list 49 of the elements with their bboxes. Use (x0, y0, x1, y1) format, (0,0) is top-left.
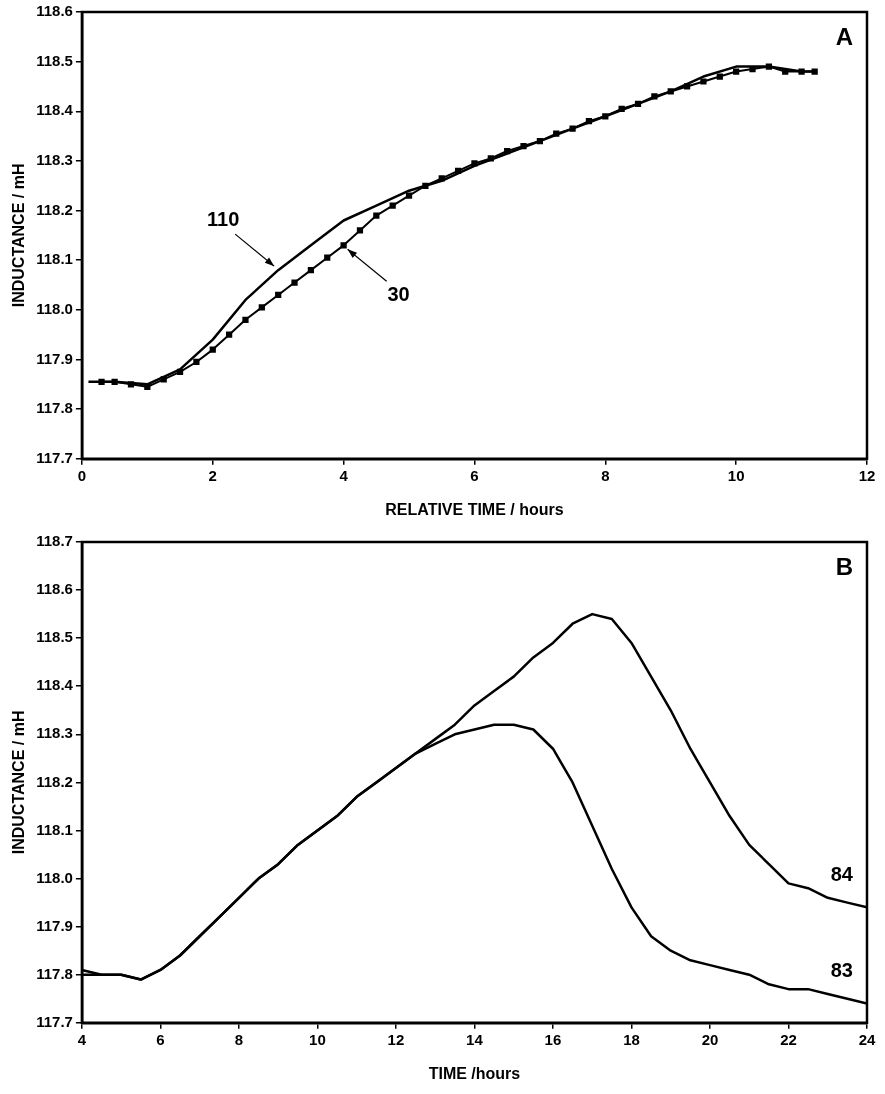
x-tick-label: 24 (858, 1030, 876, 1048)
x-tick-label: 4 (339, 466, 349, 484)
x-tick-label: 18 (623, 1030, 640, 1048)
y-tick-label: 118.5 (36, 628, 73, 646)
annotation: A (835, 22, 853, 50)
y-tick-label: 118.2 (36, 772, 73, 790)
y-tick-label: 118.4 (36, 676, 74, 694)
x-tick-label: 8 (601, 466, 610, 484)
y-tick-label: 118.6 (36, 580, 73, 598)
y-tick-label: 118.0 (36, 300, 73, 318)
annotation: 30 (387, 282, 410, 305)
x-tick-label: 0 (77, 466, 87, 484)
x-tick-label: 4 (77, 1030, 87, 1048)
y-tick-label: 117.7 (36, 448, 73, 466)
x-tick-label: 10 (727, 466, 745, 484)
x-tick-label: 2 (208, 466, 217, 484)
annotation: 110 (207, 207, 240, 230)
x-tick-label: 6 (156, 1030, 165, 1048)
x-tick-label: 16 (544, 1030, 562, 1048)
y-axis-title: INDUCTANCE / mH (10, 710, 28, 855)
x-axis-title: TIME /hours (428, 1064, 521, 1082)
y-tick-label: 118.1 (36, 820, 73, 838)
y-tick-label: 117.8 (36, 964, 73, 982)
y-tick-label: 117.8 (36, 399, 73, 417)
y-tick-label: 118.3 (36, 724, 73, 742)
y-tick-label: 117.7 (36, 1012, 73, 1030)
y-tick-label: 118.0 (36, 868, 73, 886)
x-tick-label: 8 (234, 1030, 244, 1048)
x-tick-label: 20 (701, 1030, 719, 1048)
x-tick-label: 6 (470, 466, 479, 484)
series-label: 83 (830, 959, 853, 982)
y-tick-label: 117.9 (36, 916, 73, 934)
annotation: B (835, 552, 853, 580)
y-axis-title: INDUCTANCE / mH (10, 163, 28, 308)
x-tick-label: 22 (780, 1030, 797, 1048)
x-tick-label: 12 (858, 466, 876, 484)
y-tick-label: 118.4 (36, 101, 74, 119)
x-tick-label: 10 (309, 1030, 326, 1048)
y-tick-label: 118.5 (36, 51, 73, 69)
y-tick-label: 118.1 (36, 250, 73, 268)
y-tick-label: 117.9 (36, 349, 73, 367)
x-axis-title: RELATIVE TIME / hours (385, 500, 564, 518)
x-tick-label: 12 (387, 1030, 405, 1048)
x-tick-label: 14 (466, 1030, 484, 1048)
y-tick-label: 118.7 (36, 532, 73, 550)
y-tick-label: 118.6 (36, 2, 73, 20)
y-tick-label: 118.2 (36, 200, 73, 218)
y-tick-label: 118.3 (36, 151, 73, 169)
series-label: 84 (830, 862, 854, 885)
